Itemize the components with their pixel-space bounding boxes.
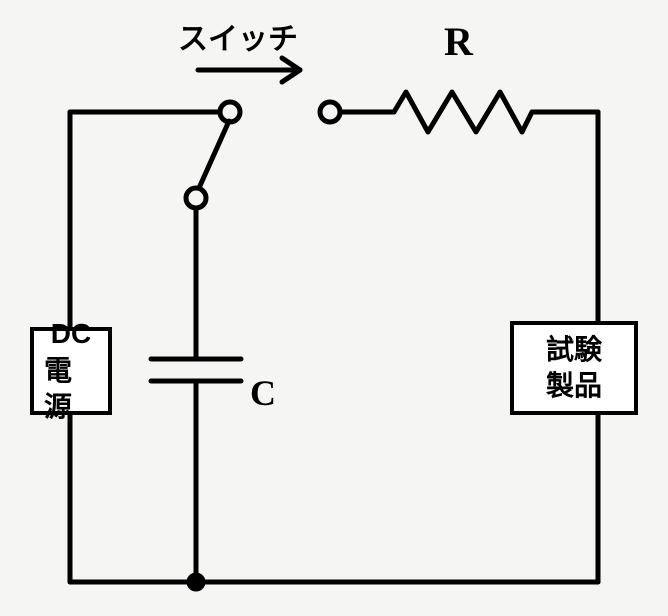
dc-source-box: DC 電源 — [30, 327, 112, 415]
resistor-symbol — [394, 92, 532, 132]
dut-line1: 試験 — [546, 332, 602, 368]
switch-terminal-bottom — [186, 188, 206, 208]
label-switch: スイッチ — [178, 14, 298, 58]
dc-source-line2: 電源 — [44, 353, 98, 426]
switch-arm — [199, 121, 229, 188]
circuit-diagram — [0, 0, 668, 616]
dc-source-line1: DC — [51, 316, 91, 352]
label-capacitor: C — [250, 372, 276, 414]
label-resistor: R — [444, 18, 473, 65]
dut-line2: 製品 — [546, 368, 602, 404]
dut-box: 試験 製品 — [510, 321, 638, 415]
node-bottom — [189, 575, 203, 589]
arrow-switch — [198, 58, 300, 82]
switch-terminal-right — [320, 102, 340, 122]
